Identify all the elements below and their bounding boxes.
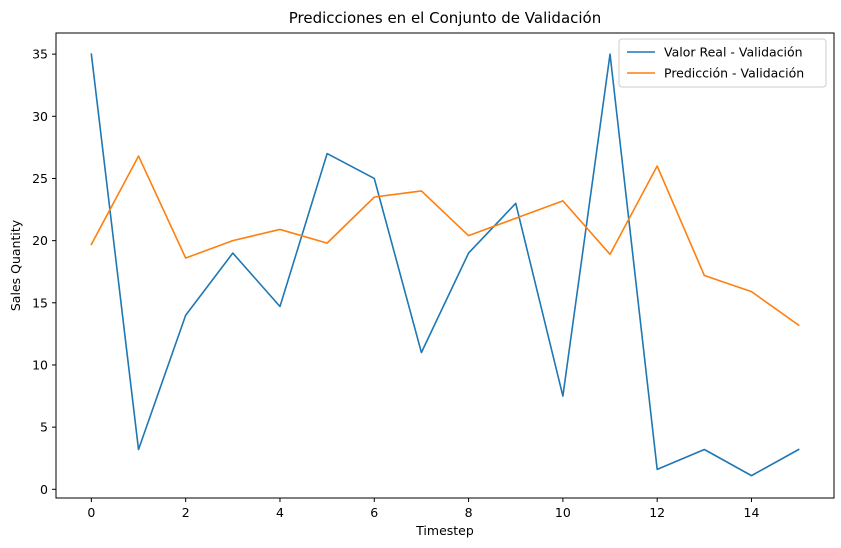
plot-area-frame	[55, 32, 835, 499]
y-tick-label: 5	[40, 420, 48, 435]
y-tick-label: 10	[32, 357, 48, 372]
x-tick-label: 0	[87, 505, 95, 520]
plot-marks	[90, 53, 800, 477]
series-line-1	[90, 155, 800, 327]
x-tick-label: 4	[276, 505, 284, 520]
x-tick-label: 2	[182, 505, 190, 520]
y-tick-label: 30	[32, 109, 48, 124]
legend: Valor Real - Validación Predicción - Vali…	[618, 38, 827, 88]
y-tick-label: 0	[40, 482, 48, 497]
x-axis-label: Timestep	[415, 523, 474, 538]
legend-label-1: Predicción - Validación	[664, 66, 804, 81]
y-tick-label: 20	[32, 233, 48, 248]
series-line-0	[90, 53, 800, 477]
y-tick-label: 15	[32, 295, 48, 310]
y-axis-ticks: 0 5 10 15 20 25 30 35	[32, 47, 56, 497]
x-tick-label: 14	[744, 505, 760, 520]
legend-frame	[618, 38, 827, 88]
x-tick-label: 8	[465, 505, 473, 520]
x-axis-ticks: 0 2 4 6 8 10 12 14	[87, 498, 759, 520]
y-tick-label: 25	[32, 171, 48, 186]
x-tick-label: 10	[555, 505, 571, 520]
x-tick-label: 12	[649, 505, 665, 520]
y-axis-label: Sales Quantity	[8, 219, 23, 311]
y-tick-label: 35	[32, 47, 48, 62]
legend-label-0: Valor Real - Validación	[664, 45, 803, 60]
chart-title: Predicciones en el Conjunto de Validació…	[289, 9, 601, 27]
x-tick-label: 6	[370, 505, 378, 520]
